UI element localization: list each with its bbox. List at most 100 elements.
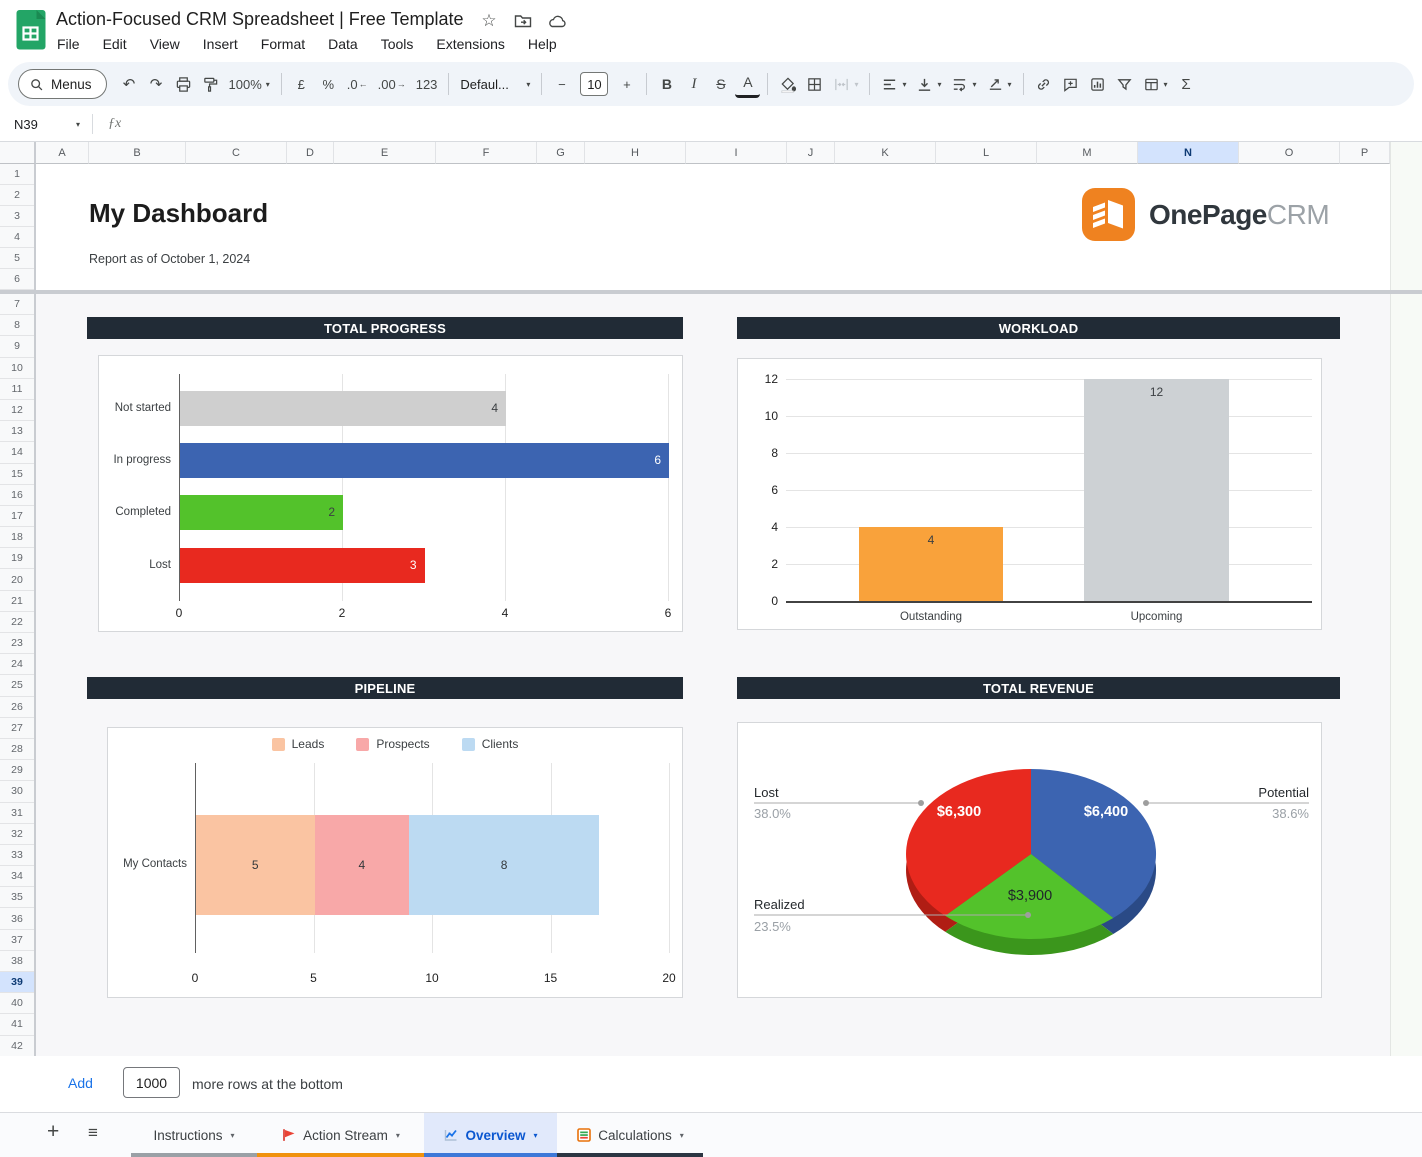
increase-font-size-button[interactable]: + <box>623 76 631 92</box>
undo-button[interactable]: ↶ <box>122 76 136 93</box>
move-to-folder-icon[interactable] <box>512 10 534 32</box>
row-header-30[interactable]: 30 <box>0 781 34 803</box>
row-header-8[interactable]: 8 <box>0 315 34 337</box>
menu-file[interactable]: File <box>57 36 80 52</box>
italic-button[interactable]: I <box>691 75 697 92</box>
row-header-14[interactable]: 14 <box>0 442 34 464</box>
row-header-27[interactable]: 27 <box>0 718 34 739</box>
menu-insert[interactable]: Insert <box>202 36 238 52</box>
sheet-tab-calculations[interactable]: Calculations ▾ <box>557 1113 703 1157</box>
decrease-decimal-button[interactable]: .0 ← <box>346 76 368 92</box>
row-header-22[interactable]: 22 <box>0 612 34 633</box>
paint-format-button[interactable] <box>198 70 223 98</box>
row-header-38[interactable]: 38 <box>0 951 34 972</box>
column-header-B[interactable]: B <box>89 142 186 164</box>
row-header-24[interactable]: 24 <box>0 654 34 676</box>
row-header-20[interactable]: 20 <box>0 569 34 591</box>
all-sheets-button[interactable]: ≡ <box>88 1123 98 1142</box>
increase-decimal-button[interactable]: .00 → <box>377 76 406 92</box>
text-wrap-button[interactable]: ▾ <box>947 70 980 98</box>
row-header-28[interactable]: 28 <box>0 739 34 761</box>
menu-help[interactable]: Help <box>527 36 557 52</box>
row-header-1[interactable]: 1 <box>0 164 34 185</box>
merge-cells-button[interactable]: ▾ <box>829 70 862 98</box>
name-box[interactable]: N39 ▾ <box>0 117 80 132</box>
insert-comment-button[interactable] <box>1058 70 1083 98</box>
sheet-tab-instructions[interactable]: Instructions ▾ <box>131 1113 257 1157</box>
column-header-F[interactable]: F <box>436 142 537 164</box>
column-header-G[interactable]: G <box>537 142 585 164</box>
row-header-6[interactable]: 6 <box>0 269 34 290</box>
fill-color-button[interactable] <box>775 70 800 98</box>
menu-data[interactable]: Data <box>328 36 358 52</box>
row-header-9[interactable]: 9 <box>0 336 34 358</box>
workload-chart[interactable]: 0 2 4 6 8 10 12 4 Outstanding 12 Upcoming <box>737 358 1322 630</box>
table-views-button[interactable]: ▾ <box>1139 70 1172 98</box>
horizontal-align-button[interactable]: ▾ <box>877 70 910 98</box>
row-header-4[interactable]: 4 <box>0 227 34 248</box>
zoom-control[interactable]: 100% ▾ <box>228 76 270 92</box>
insert-chart-button[interactable] <box>1085 70 1110 98</box>
row-header-36[interactable]: 36 <box>0 908 34 930</box>
column-header-N[interactable]: N <box>1138 142 1239 164</box>
row-header-37[interactable]: 37 <box>0 930 34 951</box>
create-filter-button[interactable] <box>1112 70 1137 98</box>
menu-extensions[interactable]: Extensions <box>436 36 505 52</box>
row-header-11[interactable]: 11 <box>0 379 34 400</box>
column-header-D[interactable]: D <box>287 142 334 164</box>
row-header-5[interactable]: 5 <box>0 248 34 269</box>
format-percent-button[interactable]: % <box>322 76 335 92</box>
row-header-26[interactable]: 26 <box>0 697 34 718</box>
star-icon[interactable]: ☆ <box>481 11 497 30</box>
column-header-C[interactable]: C <box>186 142 287 164</box>
row-header-12[interactable]: 12 <box>0 400 34 422</box>
total-progress-chart[interactable]: 0 2 4 6 4 Not started 6 In progress 2 Completed 3 L… <box>98 355 683 632</box>
row-header-33[interactable]: 33 <box>0 845 34 867</box>
format-currency-button[interactable]: £ <box>297 76 305 92</box>
print-button[interactable] <box>171 70 196 98</box>
rows-count-input[interactable] <box>123 1067 180 1098</box>
decrease-font-size-button[interactable]: − <box>558 76 566 92</box>
menu-view[interactable]: View <box>149 36 180 52</box>
menu-tools[interactable]: Tools <box>380 36 414 52</box>
redo-button[interactable]: ↷ <box>149 76 163 93</box>
google-sheets-icon[interactable] <box>16 10 46 50</box>
number-format-button[interactable]: 123 <box>415 76 438 92</box>
sheet-cells-top[interactable] <box>36 164 1390 290</box>
row-header-25[interactable]: 25 <box>0 675 34 697</box>
row-header-18[interactable]: 18 <box>0 527 34 549</box>
font-size-input[interactable]: 10 <box>580 72 609 96</box>
row-header-35[interactable]: 35 <box>0 887 34 909</box>
strikethrough-button[interactable]: S <box>716 76 726 92</box>
column-header-J[interactable]: J <box>787 142 835 164</box>
row-header-40[interactable]: 40 <box>0 993 34 1015</box>
frozen-rows-divider[interactable] <box>0 290 1422 294</box>
column-header-L[interactable]: L <box>936 142 1037 164</box>
cloud-saved-icon[interactable] <box>546 10 568 32</box>
font-selector[interactable]: Defaul... ▾ <box>460 76 531 92</box>
document-title[interactable]: Action-Focused CRM Spreadsheet | Free Te… <box>56 9 464 29</box>
functions-button[interactable]: Σ <box>1181 75 1191 93</box>
row-header-7[interactable]: 7 <box>0 294 34 316</box>
row-header-32[interactable]: 32 <box>0 824 34 845</box>
menu-edit[interactable]: Edit <box>102 36 127 52</box>
total-revenue-chart[interactable]: Potential 38.6% $6,400 Realized 23.5% $3,900 L… <box>737 722 1322 998</box>
row-header-17[interactable]: 17 <box>0 506 34 528</box>
add-sheet-button[interactable]: + <box>47 1120 60 1143</box>
column-header-O[interactable]: O <box>1239 142 1340 164</box>
borders-button[interactable] <box>802 70 827 98</box>
menus-button[interactable]: Menus <box>18 69 107 99</box>
row-header-2[interactable]: 2 <box>0 185 34 206</box>
insert-link-button[interactable] <box>1031 70 1056 98</box>
vertical-align-button[interactable]: ▾ <box>912 70 945 98</box>
column-header-A[interactable]: A <box>36 142 89 164</box>
menu-format[interactable]: Format <box>260 36 306 52</box>
text-rotation-button[interactable]: ▾ <box>983 70 1016 98</box>
column-header-P[interactable]: P <box>1340 142 1390 164</box>
row-header-31[interactable]: 31 <box>0 803 34 824</box>
column-header-H[interactable]: H <box>585 142 686 164</box>
sheet-tab-overview[interactable]: Overview ▾ <box>424 1113 557 1157</box>
row-header-39[interactable]: 39 <box>0 972 34 994</box>
column-header-M[interactable]: M <box>1037 142 1138 164</box>
row-header-19[interactable]: 19 <box>0 548 34 570</box>
